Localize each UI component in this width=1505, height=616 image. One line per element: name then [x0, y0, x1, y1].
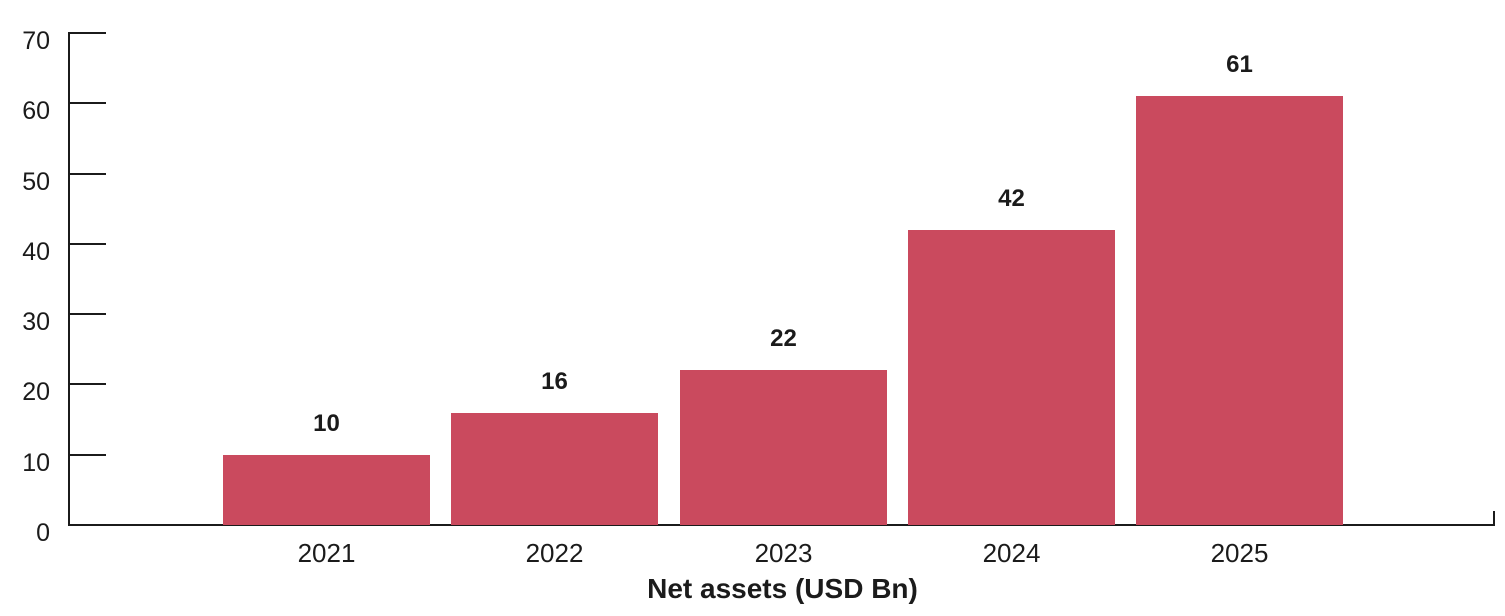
y-axis-tick-20	[68, 383, 106, 385]
bar-2021	[223, 455, 430, 525]
y-tick-label-20: 20	[22, 378, 50, 406]
bar-value-label-2023: 22	[770, 325, 797, 352]
y-tick-label-0: 0	[36, 519, 50, 547]
y-axis-tick-10	[68, 454, 106, 456]
x-tick-label-2021: 2021	[297, 538, 356, 568]
y-axis-tick-40	[68, 243, 106, 245]
y-tick-label-30: 30	[22, 308, 50, 336]
x-axis-title: Net assets (USD Bn)	[647, 573, 918, 604]
x-axis-line	[68, 524, 1495, 526]
bar-value-label-2022: 16	[541, 368, 568, 395]
y-tick-label-50: 50	[22, 168, 50, 196]
x-tick-label-2023: 2023	[754, 538, 813, 568]
y-tick-label-40: 40	[22, 238, 50, 266]
bar-value-label-2024: 42	[998, 185, 1025, 212]
bar-2024	[908, 230, 1115, 525]
y-axis-tick-50	[68, 173, 106, 175]
x-tick-label-2025: 2025	[1210, 538, 1269, 568]
x-tick-label-2022: 2022	[525, 538, 584, 568]
x-axis-end-tick	[1493, 511, 1495, 526]
y-axis-line	[68, 32, 70, 526]
bar-value-label-2021: 10	[313, 410, 340, 437]
y-axis-tick-60	[68, 102, 106, 104]
bar-2022	[451, 413, 658, 525]
y-axis-tick-70	[68, 32, 106, 34]
y-axis-tick-30	[68, 313, 106, 315]
bar-2025	[1136, 96, 1343, 525]
y-tick-label-60: 60	[22, 97, 50, 125]
y-tick-label-70: 70	[22, 27, 50, 55]
y-tick-label-10: 10	[22, 449, 50, 477]
bar-2023	[680, 370, 887, 525]
x-tick-label-2024: 2024	[982, 538, 1041, 568]
bar-value-label-2025: 61	[1226, 51, 1253, 78]
